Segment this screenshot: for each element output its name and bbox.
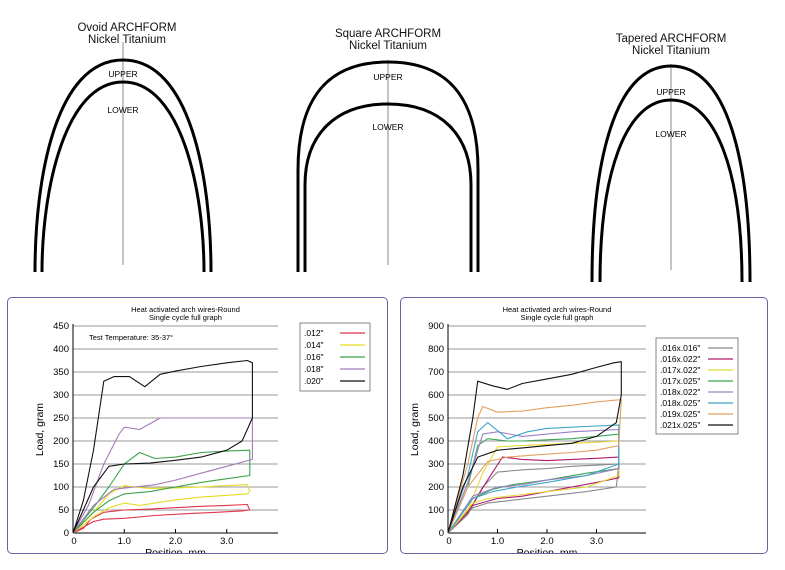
y-tick-label: 100 — [428, 505, 444, 516]
legend-entry-020: .020" — [304, 376, 324, 386]
x-tick-label: 0 — [446, 536, 451, 547]
square-upper-label: UPPER — [373, 72, 402, 82]
y-tick-label: 50 — [58, 505, 69, 516]
tapered-title: Tapered ARCHFORM Nickel Titanium — [586, 33, 756, 57]
legend-entry-016: .016" — [304, 352, 324, 362]
y-tick-label: 500 — [428, 413, 444, 424]
x-tick-label: 3.0 — [220, 536, 233, 547]
series-curve-018x-025 — [447, 422, 620, 534]
legend-entry-016x-022: .016x.022" — [660, 354, 700, 364]
y-tick-label: 450 — [53, 321, 69, 332]
y-tick-label: 900 — [428, 321, 444, 332]
series-curve-021x-025 — [447, 361, 622, 534]
x-tick-label: 1.0 — [491, 536, 504, 547]
chart-subtitle: Single cycle full graph — [521, 313, 594, 322]
y-axis-label: Load, gram — [409, 403, 421, 456]
chart-subtitle: Single cycle full graph — [149, 313, 222, 322]
y-tick-label: 300 — [428, 459, 444, 470]
x-tick-label: 2.0 — [169, 536, 182, 547]
ovoid-lower-label: LOWER — [107, 105, 138, 115]
x-tick-label: 1.0 — [118, 536, 131, 547]
y-tick-label: 200 — [428, 482, 444, 493]
y-tick-label: 0 — [64, 528, 69, 539]
x-axis-label: Position, mm — [145, 547, 206, 553]
legend-entry-017x-025: .017x.025" — [660, 376, 700, 386]
y-axis-label: Load, gram — [34, 403, 46, 456]
y-tick-label: 800 — [428, 344, 444, 355]
legend-entry-018x-022: .018x.022" — [660, 387, 700, 397]
y-tick-label: 200 — [53, 436, 69, 447]
lower-arch — [598, 98, 744, 283]
ovoid-title-line2: Nickel Titanium — [88, 34, 166, 46]
y-tick-label: 300 — [53, 390, 69, 401]
chart-panel-round: Heat activated arch wires-Round Single cy… — [7, 297, 388, 559]
legend-entry-014: .014" — [304, 340, 324, 350]
x-tick-label: 0 — [71, 536, 76, 547]
legend-box — [655, 337, 739, 435]
y-tick-label: 400 — [53, 344, 69, 355]
ovoid-arch-diagram: UPPER LOWER — [33, 42, 213, 273]
square-title: Square ARCHFORM Nickel Titanium — [303, 28, 473, 52]
x-tick-label: 3.0 — [590, 536, 603, 547]
series-curve-014 — [72, 484, 251, 534]
series-curve-019x-025 — [447, 399, 622, 534]
square-title-line1: Square ARCHFORM — [334, 28, 442, 40]
legend-entry-012: .012" — [304, 328, 324, 338]
chart-title: Heat activated arch wires-Round — [503, 305, 612, 314]
tapered-upper-label: UPPER — [656, 87, 685, 97]
y-tick-label: 250 — [53, 413, 69, 424]
tapered-lower-label: LOWER — [655, 129, 686, 139]
ovoid-title-line1: Ovoid ARCHFORM — [77, 22, 177, 34]
tapered-title-line2: Nickel Titanium — [632, 45, 710, 57]
series-curve-018 — [72, 417, 253, 534]
legend-entry-016x-016: .016x.016" — [660, 343, 700, 353]
series-curve-017x-022 — [447, 440, 620, 534]
upper-arch — [296, 60, 480, 272]
legend-entry-018x-025: .018x.025" — [660, 398, 700, 408]
legend-entry-019x-025: .019x.025" — [660, 409, 700, 419]
x-axis-label: Position, mm — [517, 547, 578, 553]
x-tick-label: 2.0 — [540, 536, 553, 547]
upper-arch — [33, 58, 213, 273]
lower-arch — [303, 102, 473, 272]
tapered-title-line1: Tapered ARCHFORM — [615, 33, 727, 45]
chart-panel-rectangular: Heat activated arch wires-Round Single cy… — [400, 297, 768, 559]
series-curve-018x-022 — [447, 428, 620, 534]
y-tick-label: 100 — [53, 482, 69, 493]
y-tick-label: 700 — [428, 367, 444, 378]
test-temperature-annotation: Test Temperature: 35-37° — [89, 333, 173, 342]
ovoid-title: Ovoid ARCHFORM Nickel Titanium — [42, 22, 212, 46]
series-curve-016x-016 — [447, 463, 620, 534]
upper-arch — [590, 64, 752, 283]
y-tick-label: 600 — [428, 390, 444, 401]
square-lower-label: LOWER — [372, 122, 403, 132]
y-tick-label: 400 — [428, 436, 444, 447]
y-tick-label: 350 — [53, 367, 69, 378]
y-tick-label: 0 — [439, 528, 444, 539]
square-title-line2: Nickel Titanium — [349, 40, 427, 52]
legend-entry-021x-025: .021x.025" — [660, 420, 700, 430]
square-arch-diagram: UPPER LOWER — [296, 60, 480, 272]
legend-entry-018: .018" — [304, 364, 324, 374]
series-curve-020 — [72, 359, 253, 534]
series-curve-012 — [72, 503, 251, 534]
chart-title: Heat activated arch wires-Round — [131, 305, 240, 314]
y-tick-label: 150 — [53, 459, 69, 470]
tapered-arch-diagram: UPPER LOWER — [590, 64, 752, 283]
ovoid-upper-label: UPPER — [108, 69, 137, 79]
lower-arch — [40, 80, 206, 273]
legend-entry-017x-022: .017x.022" — [660, 365, 700, 375]
